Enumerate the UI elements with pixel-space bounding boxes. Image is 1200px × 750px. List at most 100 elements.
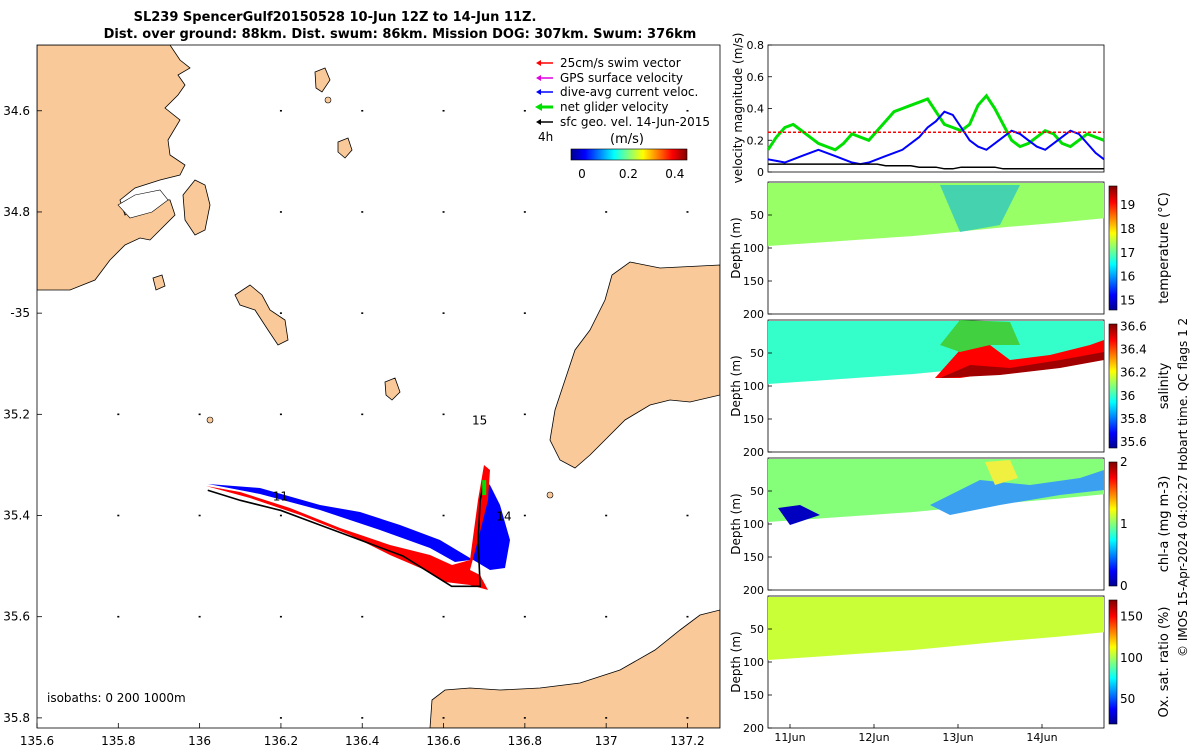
map-xtick-label: 135.8: [101, 734, 135, 748]
chla-low-layer: [930, 470, 1104, 515]
map-ytick-label: -35: [10, 306, 30, 320]
oxsat-cbar-tick-label: 100: [1120, 651, 1143, 665]
salinity-mid-layer: [940, 320, 1020, 352]
salinity-y-axis: 50 100 150 200: [743, 347, 772, 459]
isobath-legend: isobaths: 0 200 1000m: [47, 691, 186, 705]
salinity-colorbar: [1108, 323, 1118, 449]
map-ytick-label: 35.8: [3, 711, 30, 725]
map-frame: [36, 44, 721, 729]
time-xtick-label: 13Jun: [942, 731, 973, 744]
temperature-cool-patch: [940, 185, 1020, 232]
oxsat-cbar-tick-label: 150: [1120, 610, 1143, 624]
temperature-ytick-label: 100: [743, 242, 764, 255]
map-ytick-label: 35.2: [3, 407, 30, 421]
salinity-cbar-tick-label: 35.6: [1120, 435, 1147, 449]
speed-colorbar-ticks: 0 0.2 0.4: [578, 167, 684, 181]
day-label: 15: [472, 413, 487, 427]
temperature-cbar-tick-label: 15: [1120, 293, 1135, 307]
legend-gps: GPS surface velocity: [536, 71, 683, 85]
map-xtick-label: 137.2: [670, 734, 704, 748]
land-island-3: [314, 67, 331, 93]
temperature-ytick-label: 150: [743, 275, 764, 288]
velocity-ytick-label: 0.6: [747, 71, 765, 84]
copyright-stamp: © IMOS 15-Apr-2024 04:02:27 Hobart time.…: [1176, 317, 1190, 657]
title-line-2: Dist. over ground: 88km. Dist. swum: 86k…: [103, 27, 697, 42]
salinity-ytick-label: 200: [743, 446, 764, 459]
velocity-y-axis: 0 0.2 0.4 0.6 0.8: [747, 39, 772, 179]
panel-salinity: 50 100 150 200 Depth (m) 35.6 35.8 36 36.2 36.4 36…: [729, 319, 1172, 459]
land-island-6: [152, 274, 166, 291]
oxsat-ytick-label: 200: [743, 722, 764, 735]
land-group: [37, 45, 720, 728]
land-eyre-peninsula: [37, 45, 191, 291]
salinity-ytick-label: 50: [750, 347, 764, 360]
chla-ytick-label: 150: [743, 551, 764, 564]
oxsat-ylabel: Depth (m): [729, 631, 743, 692]
day-labels: 11 14 15: [273, 413, 512, 523]
chla-ylabel: Depth (m): [729, 493, 743, 554]
velocity-panel: 0 0.2 0.4 0.6 0.8 velocity magnitude (m/s): [731, 33, 1105, 184]
map-ytick-label: 34.8: [3, 205, 30, 219]
velocity-frame: [767, 44, 1105, 173]
land-island-5: [384, 377, 401, 401]
colorbar-tick-label: 0.4: [665, 167, 684, 181]
salinity-cbar-tick-label: 36: [1120, 389, 1135, 403]
glider-track-group: [206, 465, 510, 590]
legend-dive: dive-avg current veloc.: [536, 85, 698, 99]
legend-gps-label: GPS surface velocity: [560, 71, 683, 85]
oxsat-cbar-label: Ox. sat. ratio (%): [1157, 607, 1172, 718]
velocity-ytick-label: 0: [757, 166, 764, 179]
net-glider-track: [207, 479, 487, 588]
velocity-ylabel: velocity magnitude (m/s): [731, 33, 745, 184]
oxsat-ytick-label: 50: [750, 623, 764, 636]
time-xtick-label: 14Jun: [1026, 731, 1057, 744]
temperature-cbar-tick-label: 18: [1120, 222, 1135, 236]
map-panel: 135.6 135.8 136 136.2 136.4 136.6 136.8 137 137.…: [3, 44, 721, 748]
temperature-cbar-label: temperature (°C): [1157, 192, 1172, 304]
map-xtick-label: 135.6: [20, 734, 54, 748]
map-legend: 25cm/s swim vector GPS surface velocity …: [535, 56, 710, 181]
velocity-ytick-label: 0.8: [747, 39, 765, 52]
velocity-ytick-label: 0.4: [747, 103, 765, 116]
panel-chla: 50 100 150 200 Depth (m) 0 1 2 chl-a (mg m-3): [729, 455, 1172, 597]
temperature-y-axis: 50 100 150 200: [743, 209, 772, 321]
temperature-ytick-label: 50: [750, 209, 764, 222]
chla-y-axis: 50 100 150 200: [743, 485, 772, 597]
legend-swim-label: 25cm/s swim vector: [560, 56, 681, 70]
map-xtick-label: 136.2: [264, 734, 298, 748]
temperature-cbar-tick-label: 19: [1120, 198, 1135, 212]
oxsat-y-axis: 50 100 150 200: [743, 623, 772, 735]
oxsat-ytick-label: 150: [743, 689, 764, 702]
map-xtick-label: 137: [595, 734, 618, 748]
map-y-axis: 34.6 34.8 -35 35.2 35.4 35.6 35.8: [3, 104, 42, 725]
colorbar-label: (m/s): [610, 132, 644, 147]
temperature-cbar-tick-label: 17: [1120, 246, 1135, 260]
speed-colorbar: [570, 148, 688, 161]
chla-colorbar: [1108, 461, 1118, 587]
oxsat-colorbar: [1108, 599, 1118, 725]
salinity-cbar-tick-label: 35.8: [1120, 412, 1147, 426]
glider-track-line: [207, 479, 485, 588]
land-south-coast: [429, 609, 720, 728]
salinity-cbar-label: salinity: [1157, 362, 1172, 409]
legend-swim: 25cm/s swim vector: [536, 56, 681, 70]
swim-vector-band: [206, 465, 490, 590]
temperature-colorbar: [1108, 185, 1118, 311]
salinity-cbar-tick-label: 36.2: [1120, 366, 1147, 380]
title-line-1: SL239 SpencerGulf20150528 10-Jun 12Z to …: [133, 10, 537, 25]
day-label: 11: [273, 489, 288, 503]
chla-cbar-tick-label: 2: [1120, 455, 1128, 469]
legend-dive-label: dive-avg current veloc.: [560, 85, 698, 99]
temperature-ytick-label: 200: [743, 308, 764, 321]
time-x-axis: 11Jun 12Jun 13Jun 14Jun: [774, 724, 1058, 744]
map-x-axis: 135.6 135.8 136 136.2 136.4 136.6 136.8 137 137.…: [20, 723, 705, 748]
panel-oxsat: 50 100 150 200 Depth (m) 50 100 150 Ox. sat. rat…: [729, 595, 1172, 735]
salinity-ytick-label: 100: [743, 380, 764, 393]
land-yorke-island: [549, 261, 720, 469]
salinity-cbar-tick-label: 36.4: [1120, 342, 1147, 356]
land-peninsula-inlet: [117, 189, 169, 219]
map-xtick-label: 136.6: [426, 734, 460, 748]
land-island-1: [234, 284, 289, 346]
chla-ytick-label: 200: [743, 584, 764, 597]
